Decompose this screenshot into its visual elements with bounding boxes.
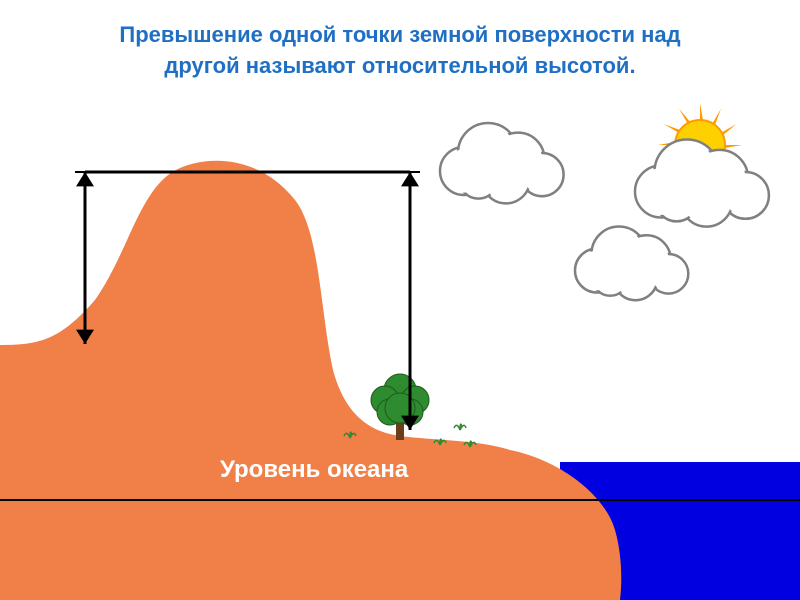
cloud-icon (575, 227, 688, 301)
mountain-shape (0, 161, 621, 600)
tree-icon (371, 374, 429, 440)
cloud-icon (635, 140, 769, 227)
cloud-icon (440, 123, 564, 203)
diagram-container: Превышение одной точки земной поверхност… (0, 0, 800, 600)
scene-svg (0, 0, 800, 600)
ocean-level-label: Уровень океана (220, 456, 408, 484)
